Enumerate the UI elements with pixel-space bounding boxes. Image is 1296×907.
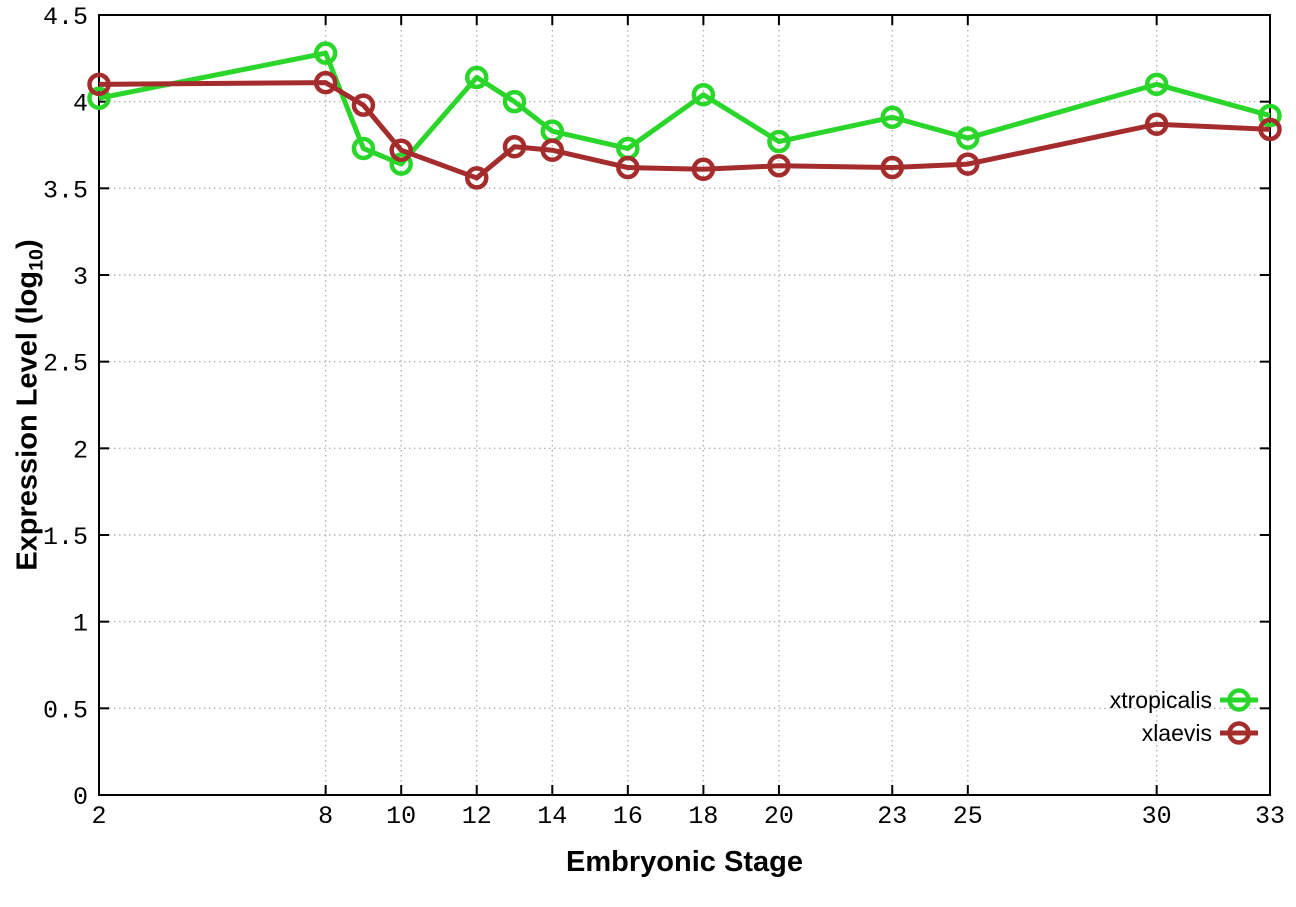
data-point-xtropicalis bbox=[313, 41, 338, 65]
data-point-xtropicalis bbox=[87, 86, 111, 110]
data-point-xtropicalis bbox=[956, 126, 980, 150]
data-point-xlaevis bbox=[502, 134, 527, 159]
x-tick-label: 20 bbox=[764, 802, 794, 831]
y-tick-label: 2 bbox=[73, 436, 88, 465]
data-point-xlaevis bbox=[767, 154, 791, 178]
series-line-xtropicalis bbox=[98, 50, 1271, 167]
x-tick-label: 23 bbox=[877, 802, 907, 831]
data-point-xlaevis bbox=[464, 166, 489, 190]
axis-ticks bbox=[98, 14, 1271, 796]
data-series bbox=[87, 41, 1282, 190]
gridlines bbox=[99, 14, 1271, 795]
x-tick-label: 12 bbox=[462, 802, 492, 831]
data-point-xtropicalis bbox=[767, 129, 791, 154]
data-point-xlaevis bbox=[313, 70, 338, 95]
x-tick-label: 25 bbox=[953, 802, 983, 831]
x-tick-label: 8 bbox=[318, 802, 333, 831]
y-tick-label: 3 bbox=[73, 263, 88, 292]
x-tick-label: 2 bbox=[91, 802, 106, 831]
y-tick-label: 0.5 bbox=[43, 696, 88, 725]
legend-label-xtropicalis: xtropicalis bbox=[1110, 687, 1212, 713]
data-point-xlaevis bbox=[1258, 117, 1282, 142]
y-tick-label: 1 bbox=[73, 610, 88, 639]
data-point-xtropicalis bbox=[1144, 72, 1169, 97]
x-tick-label: 16 bbox=[613, 802, 643, 831]
data-point-xtropicalis bbox=[502, 89, 527, 114]
y-tick-label: 1.5 bbox=[43, 523, 88, 552]
plot-border-rect bbox=[98, 14, 1271, 796]
tick-labels: 2 8 10 12 14 16 18 20 23 25 30 33 0 0.5 1 1.5 2 2.5 3 3.5 4 4… bbox=[43, 3, 1285, 831]
x-tick-label: 18 bbox=[688, 802, 718, 831]
x-axis-title: Embryonic Stage bbox=[566, 846, 803, 878]
plot-border bbox=[98, 14, 1271, 796]
legend-marker-xtropicalis bbox=[1227, 688, 1251, 712]
legend-label-xlaevis: xlaevis bbox=[1142, 720, 1212, 746]
x-tick-label: 10 bbox=[386, 802, 416, 831]
data-point-xlaevis bbox=[616, 155, 640, 180]
data-point-xtropicalis bbox=[389, 152, 413, 176]
x-tick-label: 30 bbox=[1142, 802, 1172, 831]
data-point-xlaevis bbox=[956, 152, 980, 176]
x-tick-label: 14 bbox=[537, 802, 567, 831]
data-point-xtropicalis bbox=[464, 65, 489, 90]
data-point-xlaevis bbox=[691, 157, 716, 182]
y-axis-title-subscript: 10 bbox=[25, 248, 48, 271]
data-point-xlaevis bbox=[1144, 112, 1169, 136]
data-point-xtropicalis bbox=[1258, 103, 1282, 128]
y-tick-label: 4 bbox=[73, 90, 88, 119]
data-point-xlaevis bbox=[87, 72, 111, 97]
data-point-xlaevis bbox=[351, 93, 376, 117]
y-tick-label: 2.5 bbox=[43, 350, 88, 379]
y-axis-title: Expression Level (log10) bbox=[12, 239, 49, 570]
y-axis-title-main: Expression Level (log bbox=[11, 270, 44, 571]
series-line-xlaevis bbox=[98, 80, 1271, 181]
x-tick-label: 33 bbox=[1255, 802, 1285, 831]
y-tick-label: 4.5 bbox=[43, 3, 88, 32]
y-axis-title-close: ) bbox=[11, 239, 44, 249]
data-point-xtropicalis bbox=[351, 136, 376, 161]
data-point-xtropicalis bbox=[880, 105, 905, 130]
data-point-xtropicalis bbox=[691, 82, 716, 107]
legend-marker-xlaevis bbox=[1227, 721, 1251, 745]
legend: xtropicalis xlaevis bbox=[1110, 687, 1258, 746]
y-tick-label: 3.5 bbox=[43, 176, 88, 205]
data-point-xlaevis bbox=[540, 138, 565, 162]
data-point-xlaevis bbox=[880, 155, 905, 180]
y-tick-label: 0 bbox=[73, 783, 88, 812]
data-point-xlaevis bbox=[389, 138, 413, 162]
